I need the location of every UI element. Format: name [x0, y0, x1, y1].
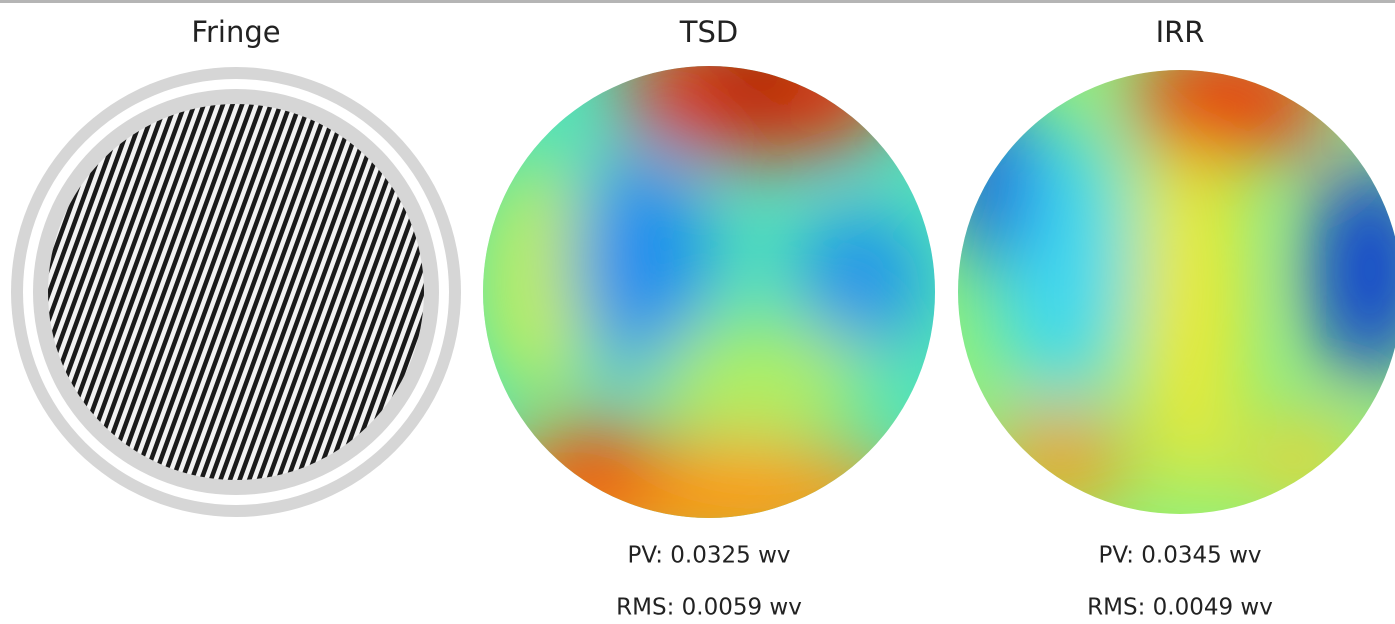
pv-value: PV: 0.0325 wv — [628, 543, 791, 569]
tsd-panel: TSD PV: 0.0325 wv RMS: 0.0059 wv — [460, 15, 940, 621]
pv-value: PV: 0.0345 wv — [1099, 543, 1262, 569]
irr-panel: IRR PV: 0.0345 wv RMS: 0.0049 wv — [950, 15, 1395, 621]
rms-value: RMS: 0.0059 wv — [616, 595, 802, 621]
rms-value: RMS: 0.0049 wv — [1087, 595, 1273, 621]
fringe-panel: Fringe — [11, 15, 461, 517]
panel-title: Fringe — [191, 15, 280, 49]
irr-map — [950, 40, 1395, 530]
tsd-map — [460, 20, 940, 560]
panel-title: IRR — [1156, 15, 1205, 49]
top-border — [0, 0, 1395, 3]
screen: Fringe TSD PV: 0.0325 wv RMS: 0.0059 wv … — [0, 0, 1395, 624]
fringe-pattern — [48, 104, 424, 480]
page: {"panels": [ {"title": "Fringe"}, {"titl… — [0, 0, 1395, 624]
panel-title: TSD — [679, 15, 738, 49]
